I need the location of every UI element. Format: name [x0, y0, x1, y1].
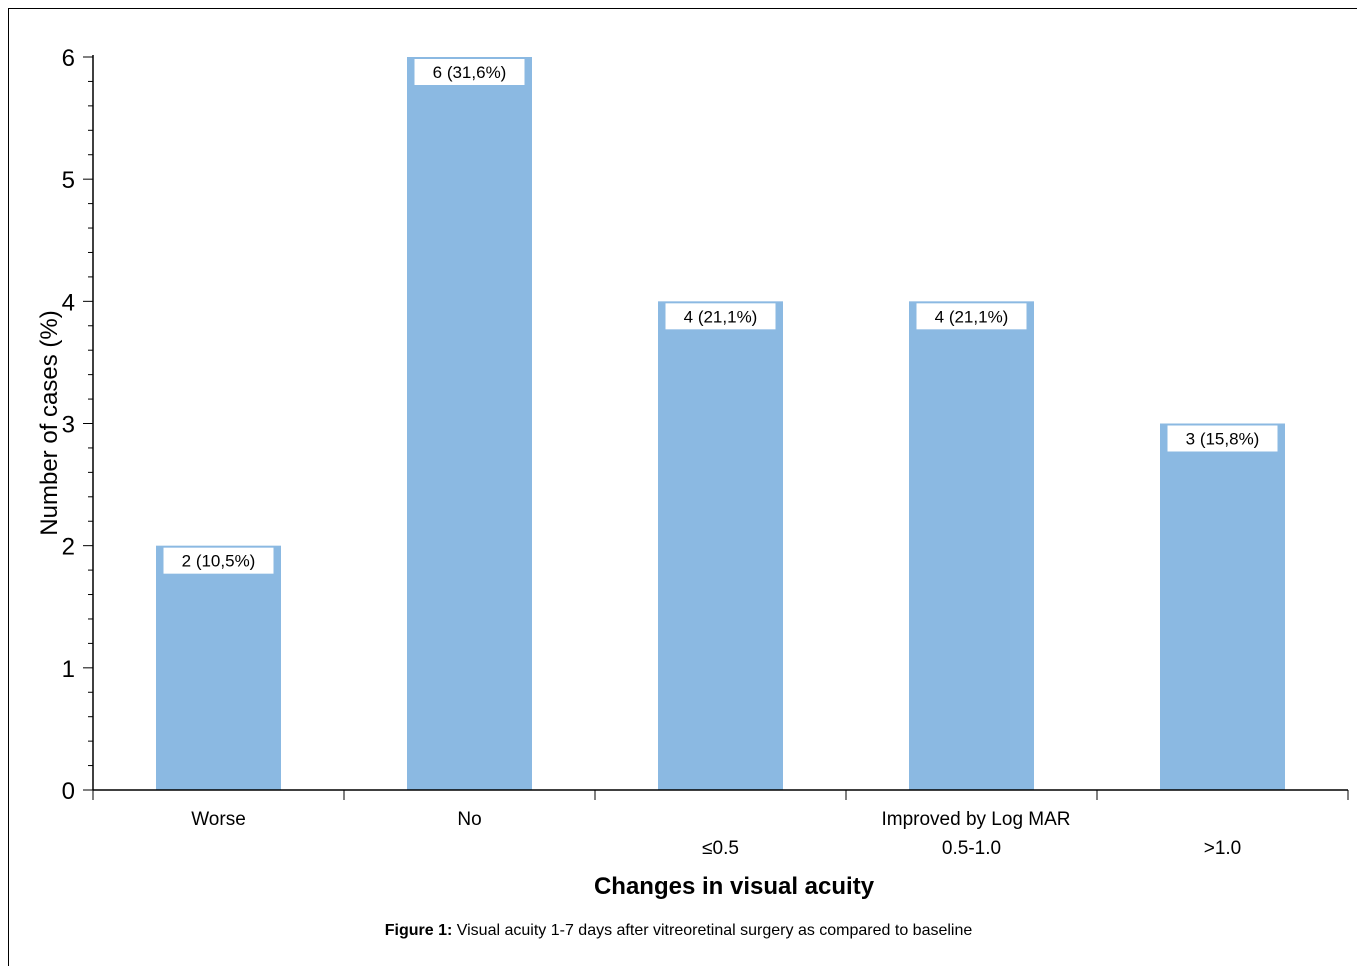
y-tick-label-3: 3: [62, 412, 75, 439]
x-tick-label-3: 0.5-1.0: [942, 838, 1001, 859]
y-tick-label-1: 1: [62, 656, 75, 683]
y-tick-label-6: 6: [62, 45, 75, 72]
group-label: Improved by Log MAR: [881, 809, 1070, 830]
bar-1: [407, 57, 532, 790]
data-label-1: 6 (31,6%): [433, 63, 507, 82]
bar-2: [658, 301, 783, 790]
x-axis-label: Changes in visual acuity: [594, 873, 875, 900]
y-tick-label-4: 4: [62, 289, 75, 316]
x-tick-label-2: ≤0.5: [702, 838, 739, 859]
bar-0: [156, 545, 281, 790]
data-label-box-0: [163, 547, 274, 574]
data-label-4: 3 (15,8%): [1186, 430, 1260, 449]
data-label-3: 4 (21,1%): [935, 307, 1009, 326]
data-label-box-4: [1167, 425, 1278, 452]
figure-caption: Figure 1: Visual acuity 1-7 days after v…: [0, 922, 1357, 940]
bar-chart: 2 (10,5%) 6 (31,6%) 4 (21,1%) 4 (21,1%) 3 (1…: [36, 45, 1349, 900]
data-label-box-2: [665, 303, 776, 330]
bar-4: [1160, 423, 1285, 790]
data-label-2: 4 (21,1%): [684, 307, 758, 326]
bar-3: [909, 301, 1034, 790]
data-label-0: 2 (10,5%): [182, 552, 256, 571]
x-tick-label-4: >1.0: [1204, 838, 1242, 859]
caption-label: Figure 1:: [384, 922, 453, 939]
caption-text: Visual acuity 1-7 days after vitreoretin…: [452, 922, 973, 939]
y-tick-label-0: 0: [62, 778, 75, 805]
data-label-box-1: [414, 59, 525, 85]
data-label-box-3: [916, 303, 1027, 330]
y-axis-label: Number of cases (%): [36, 310, 63, 535]
figure-frame: [8, 8, 1357, 966]
y-tick-label-5: 5: [62, 167, 75, 194]
x-tick-label-0: Worse: [191, 809, 246, 830]
y-tick-label-2: 2: [62, 534, 75, 561]
x-tick-label-1: No: [457, 809, 481, 830]
